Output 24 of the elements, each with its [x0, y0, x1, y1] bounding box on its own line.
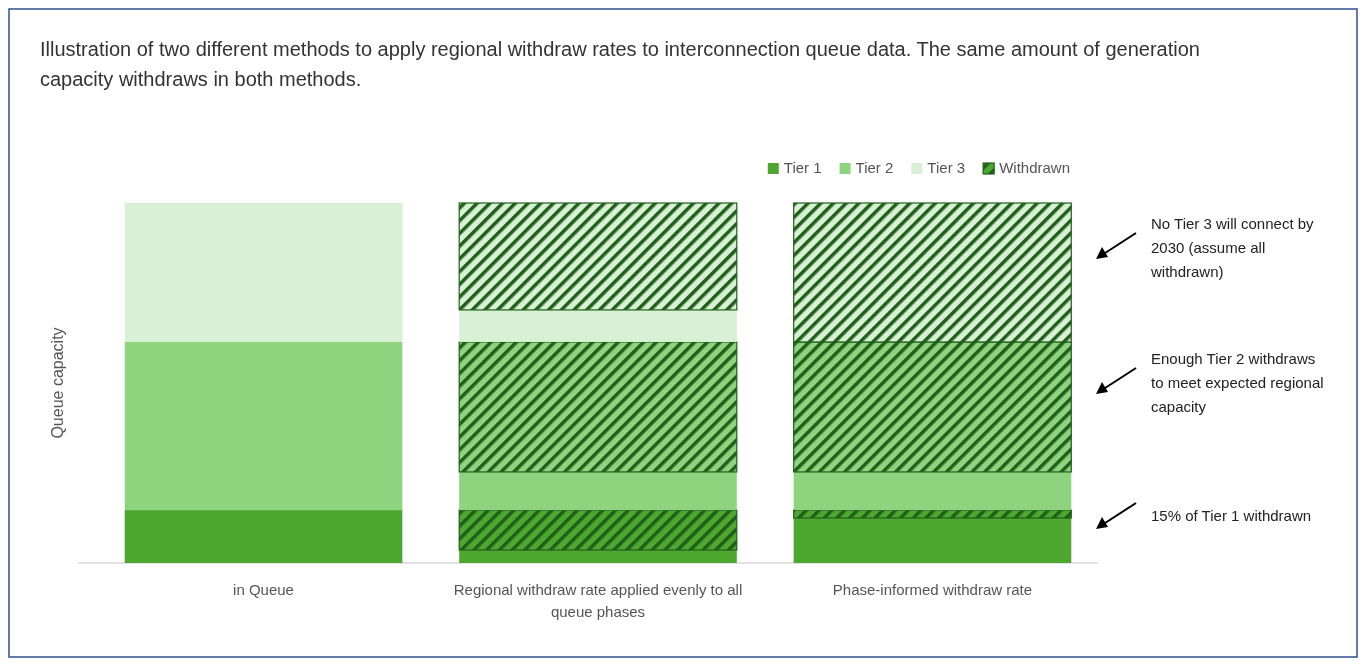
- bar: [459, 550, 737, 563]
- text: 15% of Tier 1 withdrawn: [1151, 507, 1312, 524]
- bar: [459, 309, 737, 342]
- bar: [793, 518, 1072, 563]
- bar: [124, 203, 403, 342]
- x-tick-label: in Queue: [233, 581, 294, 598]
- bar: [458, 509, 738, 551]
- legend-label: Tier 1: [783, 159, 822, 176]
- legend-label: Tier 2: [855, 159, 894, 176]
- bar: [793, 509, 1072, 519]
- bar: [459, 471, 737, 511]
- y-axis-title: Queue capacity: [49, 327, 66, 439]
- chart-title: Illustration of two different methods to apply regional withdraw rates to interconnection queue data. The same amount of generation capacity withdraws in both methods.: [40, 38, 1200, 90]
- bar: [458, 341, 738, 473]
- bar: [793, 471, 1072, 511]
- legend-label: Withdrawn: [999, 159, 1070, 176]
- x-tick-label: Regional withdraw rate applied evenly to all queue phases: [453, 581, 743, 620]
- legend-label: Tier 3: [927, 159, 966, 176]
- text: No Tier 3 will connect by 2030 (assume all withdrawn): [1150, 215, 1315, 280]
- text: Enough Tier 2 withdraws to meet expected regional capacity: [1151, 350, 1324, 415]
- x-tick-label: Phase-informed withdraw rate: [832, 581, 1033, 598]
- bar: [124, 341, 403, 511]
- bar: [124, 510, 403, 563]
- bar: [458, 202, 738, 311]
